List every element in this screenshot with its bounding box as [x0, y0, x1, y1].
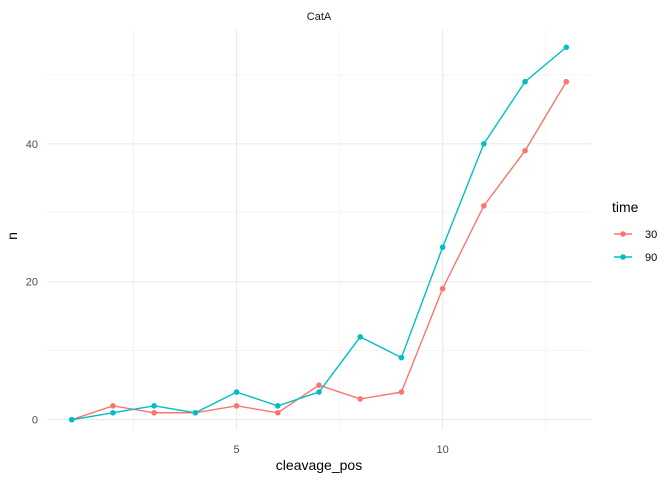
legend-label: 90: [645, 252, 657, 264]
data-point-30: [563, 78, 570, 85]
series-layer: [68, 44, 570, 423]
data-point-90: [68, 416, 75, 423]
data-point-90: [274, 403, 281, 409]
data-point-30: [439, 285, 446, 292]
data-point-30: [233, 403, 240, 409]
data-point-90: [151, 403, 157, 409]
legend-key-point: [620, 231, 626, 237]
x-tick-label: 5: [234, 444, 240, 456]
y-tick-label: 40: [26, 139, 38, 151]
data-point-90: [110, 409, 116, 416]
data-point-30: [357, 396, 364, 402]
y-tick-label: 0: [32, 415, 38, 427]
y-tick-label: 20: [26, 277, 38, 289]
panel-title: CatA: [307, 11, 332, 23]
data-point-90: [522, 78, 528, 85]
data-point-30: [522, 147, 528, 154]
data-point-90: [192, 409, 199, 416]
legend-key-point: [620, 254, 626, 260]
data-point-90: [233, 389, 240, 395]
data-point-90: [439, 244, 446, 251]
y-axis-title: n: [4, 232, 20, 240]
data-point-90: [481, 140, 487, 147]
data-point-90: [316, 389, 322, 395]
data-point-30: [481, 203, 487, 209]
legend-label: 30: [645, 229, 657, 241]
data-point-30: [316, 382, 322, 388]
data-point-90: [563, 44, 570, 51]
x-axis-title: cleavage_pos: [276, 457, 362, 473]
data-point-30: [274, 409, 281, 416]
legend: time 30 90: [612, 199, 657, 264]
legend-title: time: [612, 199, 639, 215]
data-point-30: [110, 403, 116, 409]
data-point-90: [357, 334, 364, 340]
series-line-90: [71, 46, 567, 421]
data-point-30: [398, 389, 405, 395]
axes: 5 10 0 20 40: [26, 139, 449, 456]
grid: [47, 30, 591, 430]
data-point-90: [398, 354, 405, 361]
data-point-30: [151, 409, 157, 416]
x-tick-label: 10: [437, 444, 449, 456]
